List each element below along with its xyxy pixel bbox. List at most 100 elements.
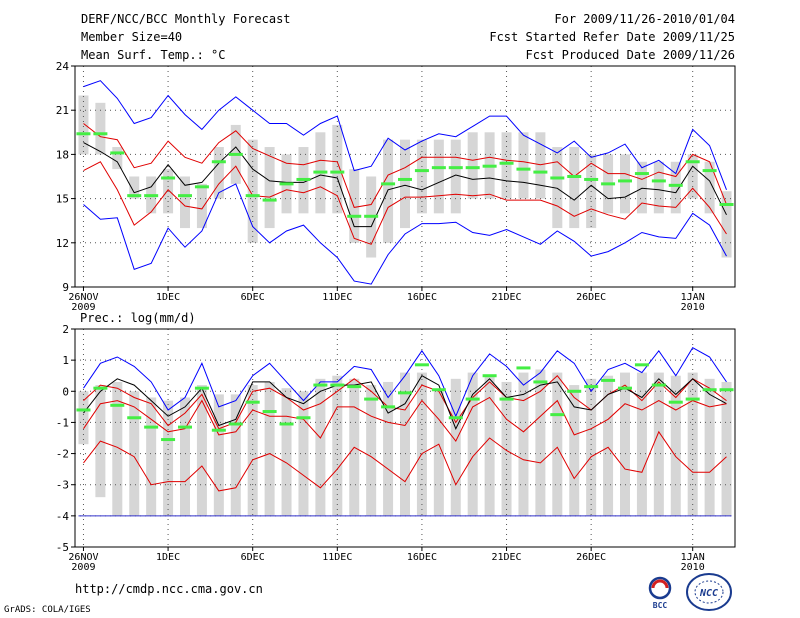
prec-x-tick-label: 16DEC [407,552,437,563]
prec-y-tick-label: -1 [56,416,69,429]
prec-spread-box [433,391,444,516]
prec-spread-box [213,394,224,516]
prec-spread-box [163,400,174,516]
ncc-logo-ring [686,573,732,611]
temp-x-tick-label: 1DEC [156,292,180,303]
prec-spread-box [484,375,495,516]
prec-y-tick-label: -3 [56,479,69,492]
prec-x-tick-label: 21DEC [491,552,521,563]
forecast-period-label: For 2009/11/26-2010/01/04 [554,12,735,26]
temp-spread-box [535,132,546,199]
temp-spread-box [112,147,123,170]
prec-x-tick-year: 2010 [681,562,705,573]
prec-spread-box [569,385,580,516]
temp-x-tick-year: 2009 [71,302,95,313]
temp-plot-frame [74,65,736,288]
prec-spread-box [704,378,715,516]
temp-spread-box [400,139,410,229]
temp-spread-box [129,176,140,199]
grads-credit: GrADS: COLA/IGES [4,605,91,615]
temp-x-tick-label: 26DEC [576,292,606,303]
temp-spread-box [450,139,461,214]
prec-spread-box [518,372,529,516]
temp-spread-box [721,191,732,258]
temp-spread-box [653,161,664,214]
prec-spread-box [180,397,190,516]
ncc-logo: NCC [686,573,732,611]
prec-y-tick-label: -4 [56,510,70,523]
bcc-logo-arc [651,579,669,589]
temp-spread-box [196,183,207,229]
bcc-logo-text: BCC [653,601,668,610]
temp-spread-box [552,147,563,229]
ncc-logo-inner [694,580,724,604]
temp-spread-box [636,161,647,214]
temp-y-tick-label: 12 [56,237,69,250]
prec-spread-box [586,378,597,516]
prec-x-tick-label: 26NOV [68,552,98,563]
prec-spread-box [670,375,681,516]
temp-spread-box [569,147,580,229]
temp-spread-box [670,161,681,214]
temperature-variable-label: Mean Surf. Temp.: °C [81,48,226,62]
prec-spread-box [281,388,292,516]
prec-spread-box [620,372,630,516]
prec-spread-box [603,375,614,516]
temp-y-tick-label: 24 [56,60,70,73]
temp-series-min [83,183,727,285]
prec-spread-box [721,381,732,516]
temp-y-tick-label: 18 [56,148,69,161]
prec-y-tick-label: -5 [56,541,69,554]
prec-spread-box [315,378,326,516]
prec-spread-box [501,381,512,516]
prec-spread-box [366,385,377,516]
temp-x-tick-label: 11DEC [322,292,352,303]
temp-series-max [83,80,727,190]
prec-spread-box [230,394,241,516]
prec-spread-box [196,385,207,516]
temp-x-tick-label: 26NOV [68,292,98,303]
temp-spread-box [518,132,529,199]
member-size-label: Member Size=40 [81,30,183,44]
prec-spread-box [298,391,309,516]
prec-series-min [83,430,727,492]
temp-spread-box [704,161,715,214]
prec-spread-box [78,391,89,445]
prec-spread-box [552,372,563,516]
temp-spread-box [213,147,224,199]
prec-spread-box [450,378,461,516]
temp-y-tick-label: 9 [62,281,69,294]
prec-spread-box [400,372,410,516]
bcc-logo: BCC [648,576,672,610]
temp-spread-box [95,102,106,155]
prec-series-mean [83,375,727,430]
temp-x-tick-label: 6DEC [241,292,265,303]
prec-x-tick-label: 1DEC [156,552,180,563]
forecast-started-label: Fcst Started Refer Date 2009/11/25 [489,30,735,44]
temp-x-tick-year: 2010 [681,302,705,313]
temp-series-lower [83,161,727,245]
prec-spread-box [535,369,546,516]
temp-y-tick-label: 15 [56,193,69,206]
prec-x-tick-label: 26DEC [576,552,606,563]
prec-x-tick-label: 1JAN [681,552,705,563]
temp-spread-box [501,132,512,199]
prec-spread-box [129,391,140,516]
temp-spread-box [78,95,89,155]
source-url-link[interactable]: http://cmdp.ncc.cma.gov.cn [75,582,263,596]
temp-spread-box [620,154,630,214]
prec-y-tick-label: -2 [56,448,69,461]
prec-y-tick-label: 2 [62,323,69,336]
prec-series-max [83,347,727,418]
prec-x-tick-year: 2009 [71,562,95,573]
prec-plot-frame [74,328,736,548]
prec-series-lower [83,396,727,443]
temp-x-tick-label: 16DEC [407,292,437,303]
temp-series-mean [83,142,727,228]
prec-y-tick-label: 1 [62,354,69,367]
temp-spread-box [264,147,275,229]
prec-x-tick-label: 6DEC [241,552,265,563]
